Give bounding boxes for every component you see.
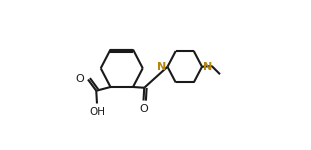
Text: O: O [76, 74, 84, 84]
Text: O: O [140, 104, 149, 114]
Text: N: N [203, 62, 212, 72]
Text: OH: OH [89, 107, 105, 117]
Text: N: N [157, 62, 167, 72]
